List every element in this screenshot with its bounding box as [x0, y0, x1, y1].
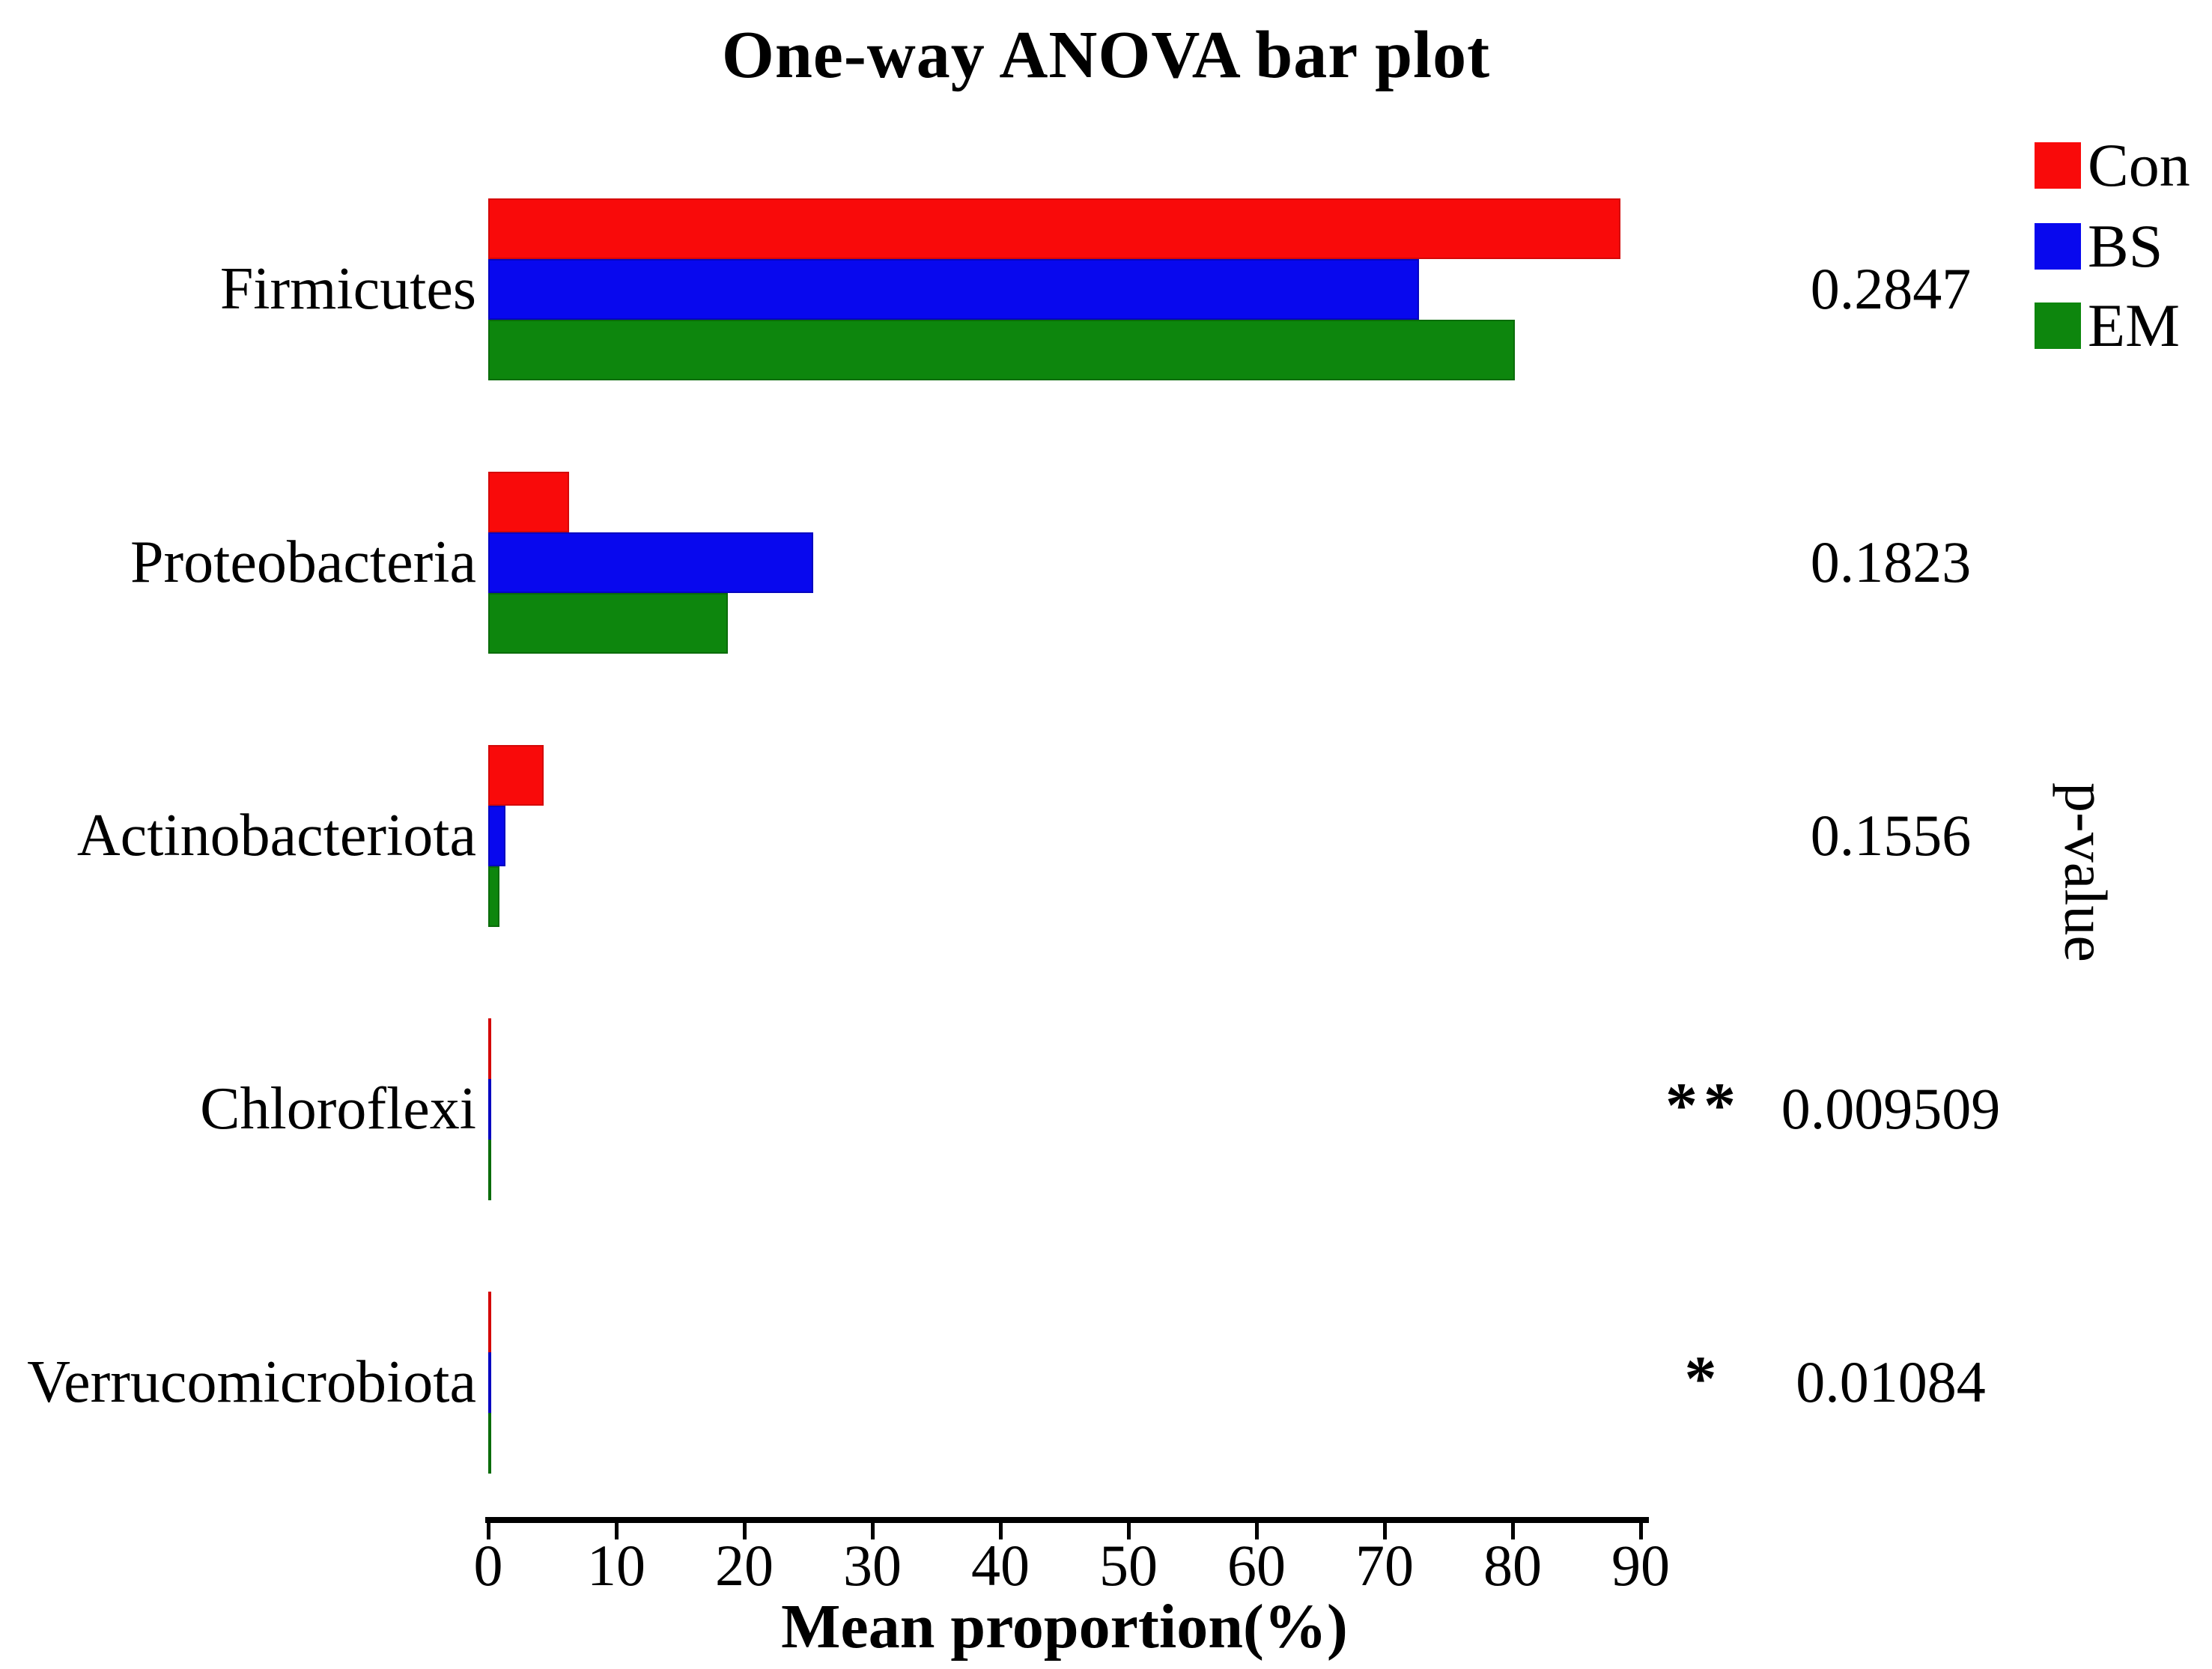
p-value-firmicutes: 0.2847: [1810, 256, 1972, 321]
legend-label-bs: BS: [2088, 212, 2163, 280]
right-axis-label-p-value: p-value: [2052, 782, 2118, 962]
bar-actinobacteriota-bs: [488, 805, 506, 866]
x-axis-line: [485, 1517, 1649, 1523]
category-label-firmicutes: Firmicutes: [219, 256, 476, 322]
bar-firmicutes-em: [488, 319, 1516, 380]
x-tick-mark-60: [1254, 1517, 1259, 1539]
category-label-actinobacteriota: Actinobacteriota: [76, 803, 476, 869]
bar-firmicutes-bs: [488, 258, 1420, 320]
bar-actinobacteriota-em: [488, 866, 499, 927]
x-tick-mark-50: [1126, 1517, 1131, 1539]
x-tick-mark-30: [870, 1517, 875, 1539]
significance-mark-verrucomicrobiota: *: [1684, 1343, 1723, 1414]
x-tick-mark-80: [1510, 1517, 1515, 1539]
category-label-verrucomicrobiota: Verrucomicrobiota: [27, 1349, 476, 1415]
x-tick-mark-20: [742, 1517, 747, 1539]
x-tick-label-20: 20: [715, 1533, 774, 1598]
legend-label-em: EM: [2088, 291, 2180, 359]
x-tick-mark-70: [1382, 1517, 1387, 1539]
legend-swatch-em: [2035, 303, 2081, 349]
x-tick-mark-10: [614, 1517, 619, 1539]
x-tick-label-10: 10: [587, 1533, 645, 1598]
x-tick-label-60: 60: [1227, 1533, 1286, 1598]
legend-swatch-bs: [2035, 223, 2081, 270]
x-tick-label-30: 30: [843, 1533, 902, 1598]
bar-verrucomicrobiota-em: [488, 1412, 491, 1474]
x-tick-label-50: 50: [1099, 1533, 1158, 1598]
p-value-proteobacteria: 0.1823: [1810, 529, 1972, 595]
legend-label-con: Con: [2088, 131, 2190, 199]
p-value-chloroflexi: 0.009509: [1781, 1076, 2001, 1141]
bar-chloroflexi-em: [488, 1139, 491, 1200]
bar-chloroflexi-con: [488, 1018, 492, 1079]
x-tick-mark-40: [998, 1517, 1003, 1539]
category-label-proteobacteria: Proteobacteria: [130, 529, 476, 595]
bar-proteobacteria-em: [488, 592, 728, 654]
bar-verrucomicrobiota-con: [488, 1291, 491, 1352]
x-tick-label-70: 70: [1355, 1533, 1414, 1598]
chart-title: One-way ANOVA bar plot: [721, 18, 1491, 92]
bar-firmicutes-con: [488, 198, 1620, 259]
x-tick-label-80: 80: [1483, 1533, 1542, 1598]
bar-chloroflexi-bs: [488, 1078, 491, 1140]
x-tick-mark-0: [486, 1517, 490, 1539]
bar-verrucomicrobiota-bs: [488, 1352, 491, 1413]
p-value-actinobacteriota: 0.1556: [1810, 803, 1972, 868]
p-value-verrucomicrobiota: 0.01084: [1796, 1349, 1986, 1414]
bar-proteobacteria-con: [488, 471, 569, 532]
x-tick-label-40: 40: [971, 1533, 1030, 1598]
x-tick-label-90: 90: [1611, 1533, 1670, 1598]
bar-proteobacteria-bs: [488, 532, 814, 593]
significance-mark-chloroflexi: **: [1665, 1069, 1742, 1141]
bar-actinobacteriota-con: [488, 744, 544, 806]
category-label-chloroflexi: Chloroflexi: [200, 1076, 476, 1142]
x-tick-mark-90: [1638, 1517, 1643, 1539]
x-tick-label-0: 0: [473, 1533, 503, 1598]
legend-swatch-con: [2035, 142, 2081, 189]
x-axis-label: Mean proportion(%): [781, 1592, 1348, 1662]
